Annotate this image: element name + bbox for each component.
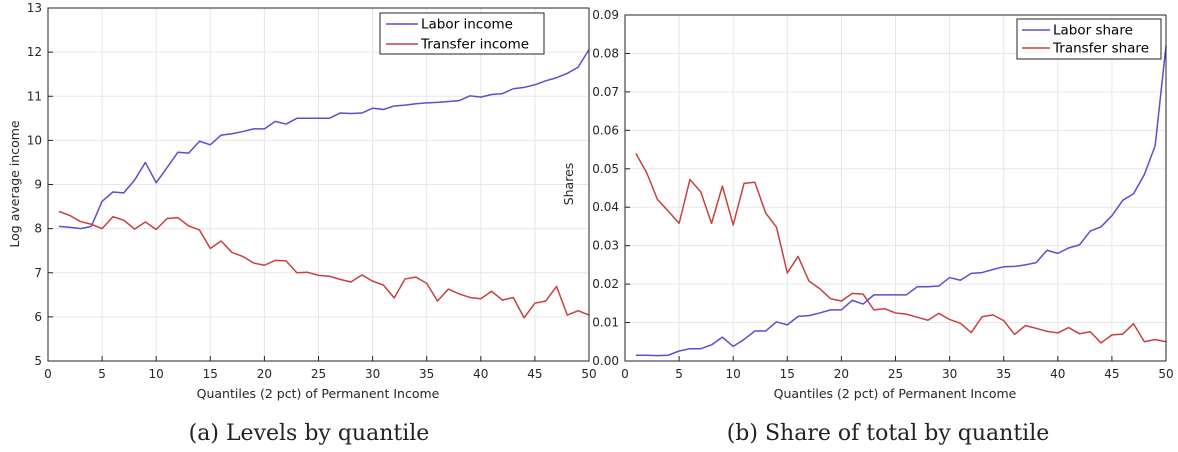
- ticks-b: 0 5 10 15 20 25 30 35 40 45 50 0.00 0.01 0.02 0.03 0.04…: [592, 8, 1173, 381]
- y-tick-label: 9: [34, 178, 42, 192]
- x-tick-label: 40: [473, 367, 488, 381]
- x-tick-label: 40: [1050, 367, 1065, 381]
- y-tick-label: 5: [34, 354, 42, 368]
- legend-box-b: [1016, 18, 1162, 60]
- x-axis-label-a: Quantiles (2 pct) of Permanent Income: [197, 386, 440, 401]
- x-tick-label: 25: [311, 367, 326, 381]
- x-tick-label: 45: [527, 367, 542, 381]
- series-line-labor-share: [635, 45, 1167, 357]
- x-tick-label: 35: [419, 367, 434, 381]
- legend-label-transfer-income: Transfer income: [420, 37, 529, 53]
- legend-b: Labor share Transfer share: [1016, 18, 1162, 60]
- x-tick-label: 30: [942, 367, 957, 381]
- x-axis-label-b: Quantiles (2 pct) of Permanent Income: [774, 386, 1017, 401]
- x-tick-label: 0: [44, 367, 52, 381]
- x-tick-label: 50: [1158, 367, 1173, 381]
- x-tick-label: 15: [780, 367, 795, 381]
- y-tick-label: 8: [34, 222, 42, 236]
- y-tick-label: 0.09: [592, 8, 619, 22]
- y-axis-label-a: Log average income: [7, 120, 22, 248]
- series-line-transfer-income: [58, 210, 590, 319]
- legend-a: Labor income Transfer income: [379, 12, 545, 55]
- x-tick-label: 45: [1104, 367, 1119, 381]
- x-tick-label: 5: [675, 367, 683, 381]
- y-tick-label: 0.03: [592, 239, 619, 253]
- x-tick-label: 20: [834, 367, 849, 381]
- y-tick-label: 6: [34, 310, 42, 324]
- x-tick-label: 10: [149, 367, 164, 381]
- y-tick-label: 7: [34, 266, 42, 280]
- caption-b: (b) Share of total by quantile: [727, 421, 1050, 446]
- series-line-labor-income: [58, 49, 590, 230]
- x-tick-label: 20: [257, 367, 272, 381]
- panel-b-shares-chart: 0 5 10 15 20 25 30 35 40 45 500.000.010.020.030.04…: [561, 8, 1174, 446]
- x-tick-label: 30: [365, 367, 380, 381]
- y-tick-label: 0.02: [592, 277, 619, 291]
- series-b: [635, 45, 1167, 357]
- y-tick-label: 11: [27, 89, 42, 103]
- y-tick-label: 0.05: [592, 162, 619, 176]
- y-tick-label: 0.06: [592, 123, 619, 137]
- x-tick-label: 50: [581, 367, 596, 381]
- y-tick-label: 13: [27, 1, 42, 15]
- y-tick-label: 10: [27, 133, 42, 147]
- series-a: [58, 49, 590, 319]
- legend-label-labor-income: Labor income: [421, 17, 513, 33]
- y-tick-label: 0.04: [592, 200, 619, 214]
- legend-box-a: [379, 12, 545, 55]
- y-axis-label-b: Shares: [561, 163, 576, 206]
- series-line-transfer-share: [635, 153, 1167, 344]
- caption-a: (a) Levels by quantile: [189, 421, 430, 446]
- y-tick-label: 0.08: [592, 46, 619, 60]
- x-tick-label: 35: [996, 367, 1011, 381]
- x-tick-label: 25: [888, 367, 903, 381]
- y-tick-label: 0.07: [592, 85, 619, 99]
- legend-label-transfer-share: Transfer share: [1052, 41, 1149, 57]
- y-tick-label: 0.00: [592, 354, 619, 368]
- legend-label-labor-share: Labor share: [1053, 23, 1133, 39]
- x-tick-label: 5: [98, 367, 106, 381]
- x-tick-label: 10: [726, 367, 741, 381]
- y-tick-label: 12: [27, 45, 42, 59]
- x-tick-label: 0: [621, 367, 629, 381]
- x-tick-label: 15: [203, 367, 218, 381]
- y-tick-label: 0.01: [592, 316, 619, 330]
